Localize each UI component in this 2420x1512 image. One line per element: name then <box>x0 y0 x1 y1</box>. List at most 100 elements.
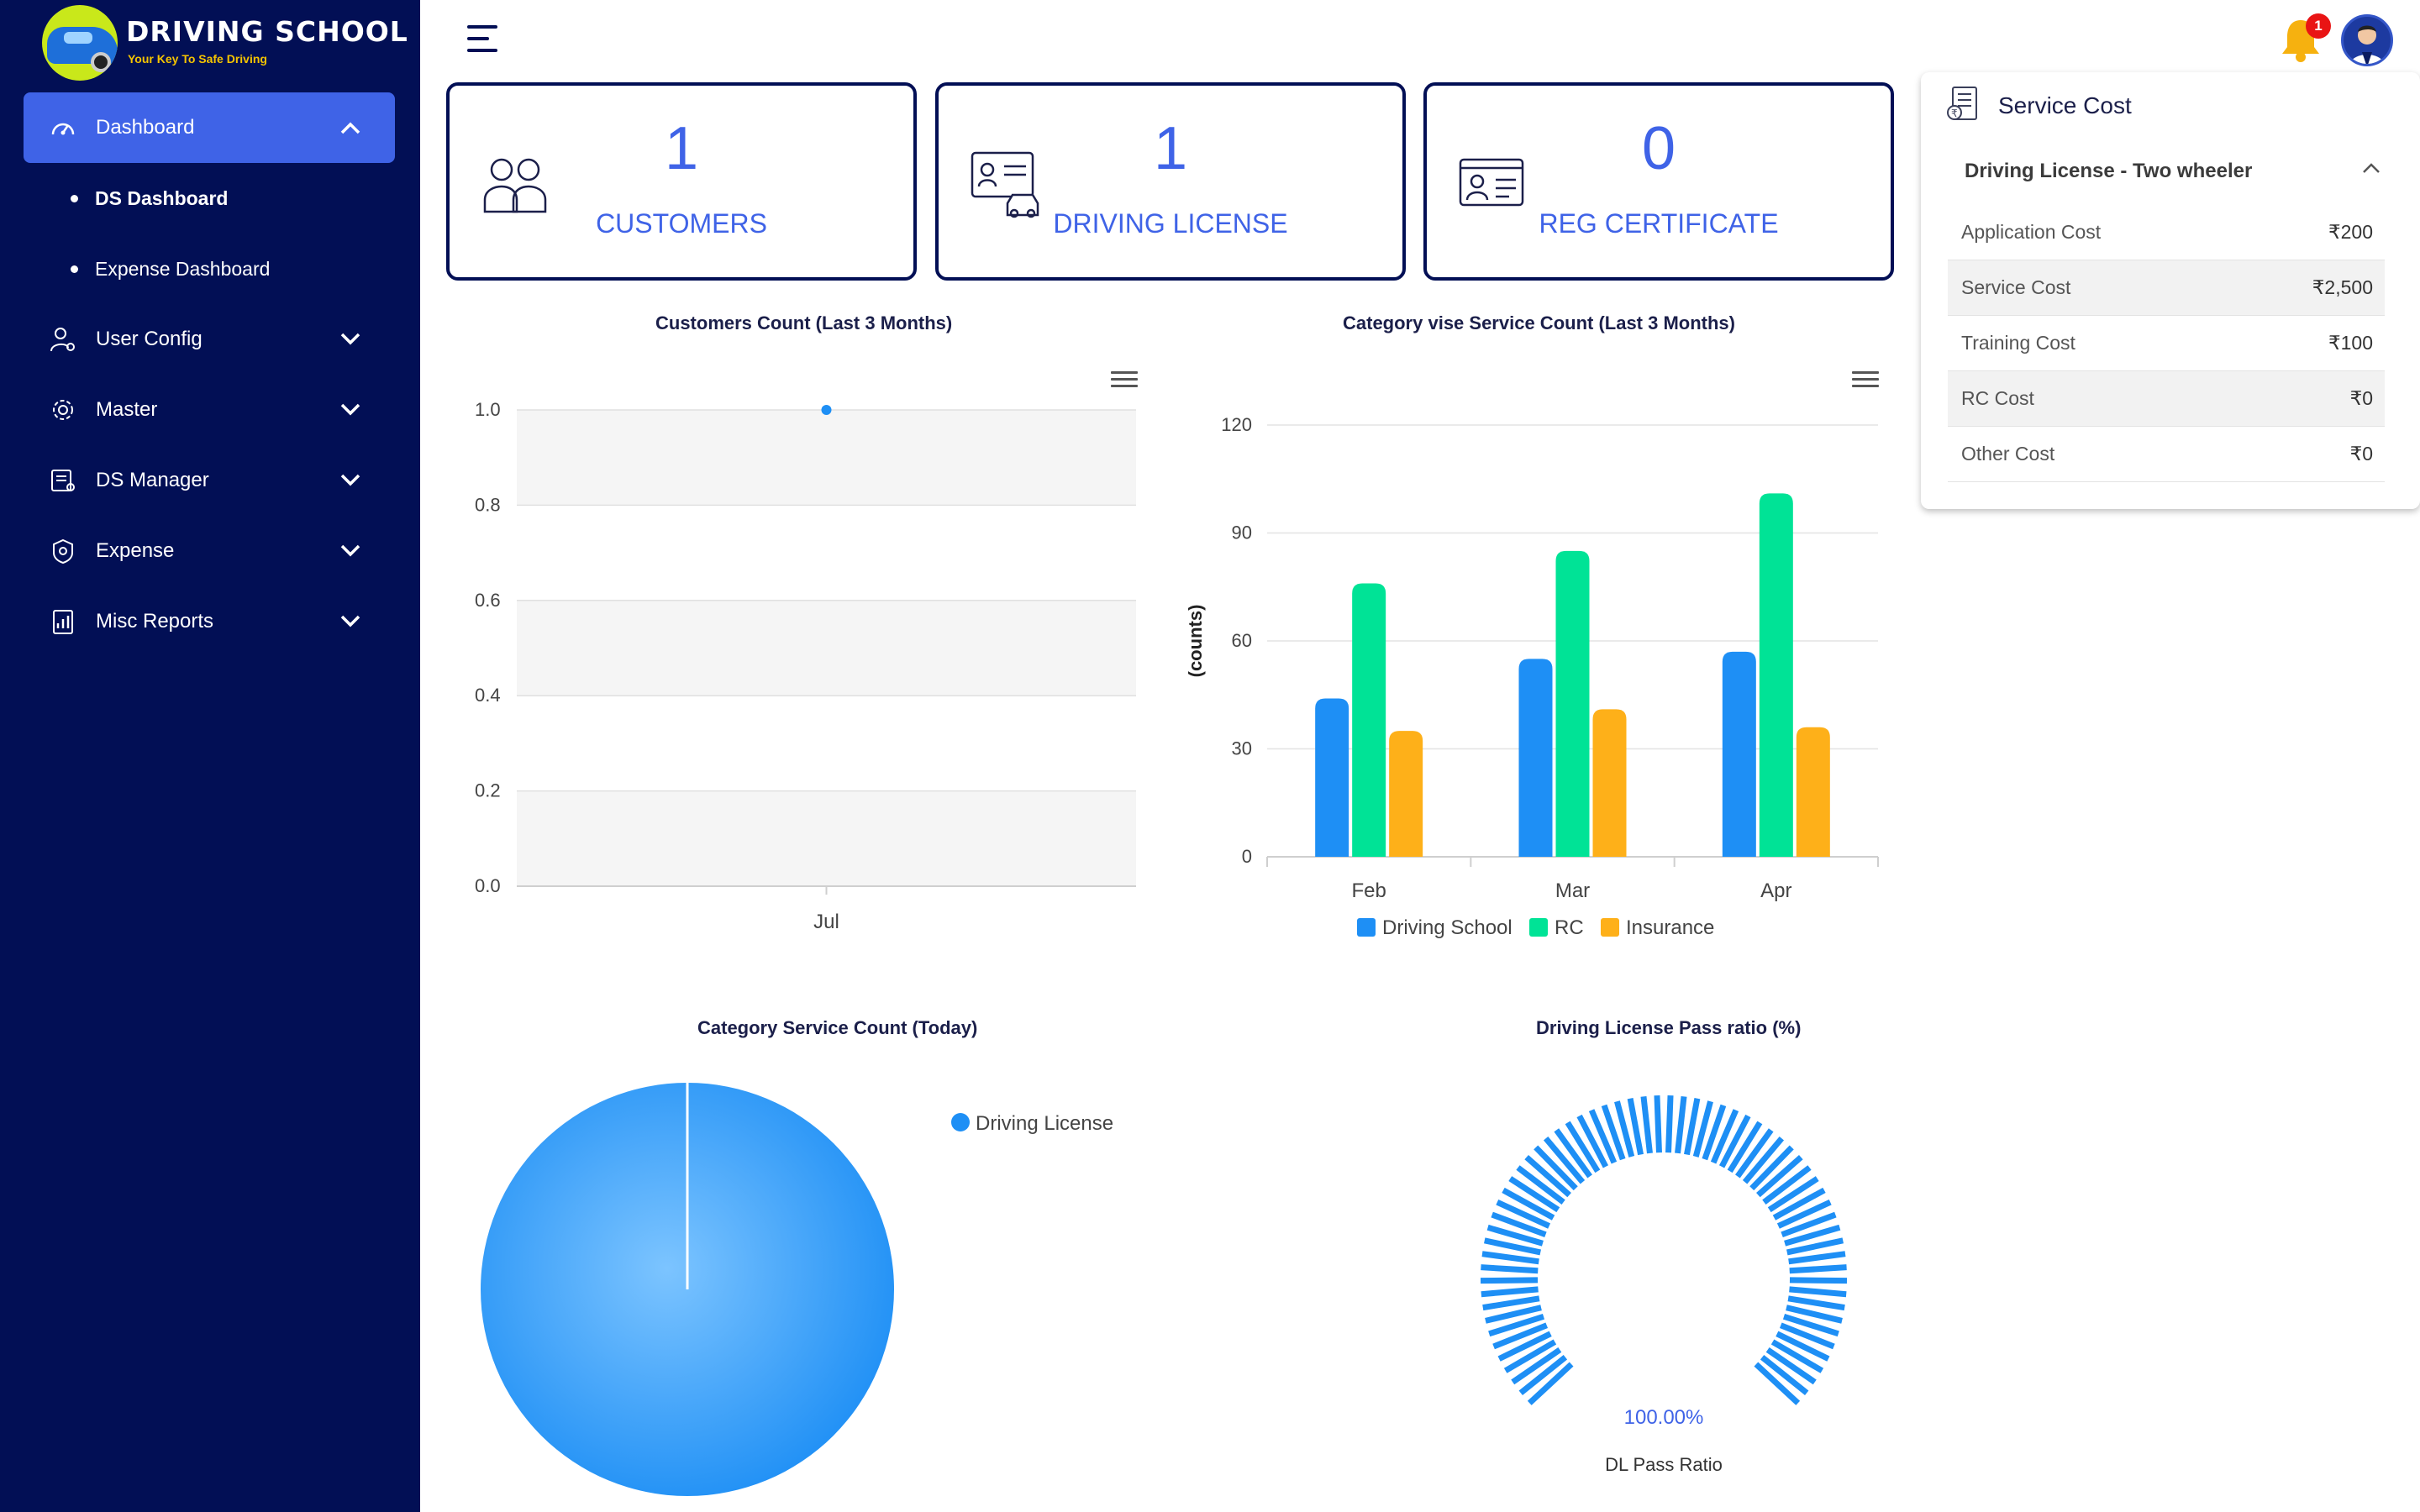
sidebar-item-ds-manager[interactable]: DS Manager <box>24 445 395 516</box>
bar <box>1352 583 1386 857</box>
chevron-up-icon[interactable] <box>2361 161 2381 179</box>
service-category-title[interactable]: Driving License - Two wheeler <box>1965 160 2253 182</box>
cost-value: ₹0 <box>2349 387 2373 409</box>
y-tick-label: 1.0 <box>475 399 501 420</box>
gauge-segment <box>1782 1313 1839 1337</box>
cost-label: Application Cost <box>1961 221 2102 243</box>
gauge-segment <box>1735 1128 1774 1179</box>
bar <box>1796 727 1830 857</box>
bar <box>1759 493 1793 857</box>
gauge-segment <box>1503 1339 1557 1373</box>
grid-band <box>517 790 1136 886</box>
sidebar-item-label: Expense <box>96 539 175 562</box>
gauge-segment <box>1742 1136 1785 1184</box>
y-tick-label: 30 <box>1232 738 1252 759</box>
gauge-segment <box>1614 1100 1635 1158</box>
gauge-segment <box>1516 1165 1565 1205</box>
gauge-segment <box>1756 1154 1803 1198</box>
sidebar-nav: Dashboard DS Dashboard Expense Dashboard… <box>24 92 395 657</box>
cost-row-other: Other Cost ₹0 <box>1948 427 2385 482</box>
stat-card-driving-license[interactable]: 1 DRIVING LICENSE <box>935 82 1406 281</box>
stat-card-reg-certificate[interactable]: 0 REG CERTIFICATE <box>1423 82 1894 281</box>
pass-ratio-gauge: 100.00% DL Pass Ratio <box>1480 1095 1848 1475</box>
service-cost-panel: ₹ Service Cost Driving License - Two whe… <box>1921 72 2420 509</box>
gauge-segment <box>1601 1104 1626 1161</box>
chart-menu-icon[interactable] <box>1852 371 1879 390</box>
gauge-segment <box>1588 1109 1618 1164</box>
sidebar-item-dashboard[interactable]: Dashboard <box>24 92 395 163</box>
gauge-segment <box>1781 1211 1837 1238</box>
legend-marker <box>951 1113 970 1131</box>
cost-row-training: Training Cost ₹100 <box>1948 316 2385 371</box>
certificate-icon <box>1457 148 1529 220</box>
customers-line-chart: 1.0 0.8 0.6 0.4 0.2 0.0 Jul <box>475 399 1136 933</box>
gauge-segment <box>1767 1176 1819 1213</box>
gauge-segment <box>1776 1331 1830 1362</box>
svg-text:₹: ₹ <box>1951 108 1958 119</box>
bullet-icon <box>71 194 78 202</box>
sidebar-subitem-ds-dashboard[interactable]: DS Dashboard <box>24 163 395 234</box>
gauge-segment <box>1702 1104 1727 1161</box>
logo-car-icon <box>42 5 118 81</box>
y-tick-label: 0.4 <box>475 685 501 706</box>
y-axis-label: (counts) <box>1185 605 1206 678</box>
gauge-segment <box>1784 1224 1841 1247</box>
sidebar-subitem-expense-dashboard[interactable]: Expense Dashboard <box>24 234 395 304</box>
stat-label: REG CERTIFICATE <box>1539 208 1779 239</box>
gauge-segment <box>1665 1095 1674 1153</box>
gauge-segment <box>1488 1313 1545 1337</box>
bar <box>1315 698 1349 857</box>
gauge-segment <box>1776 1200 1832 1229</box>
sidebar-item-expense[interactable]: Expense <box>24 516 395 586</box>
brand-title: DRIVING SCHOOL <box>126 15 408 48</box>
cost-label: RC Cost <box>1961 387 2034 409</box>
cost-value: ₹0 <box>2349 443 2373 465</box>
chevron-down-icon <box>339 400 361 423</box>
gauge-segment <box>1779 1322 1835 1350</box>
bar <box>1389 731 1423 857</box>
user-avatar[interactable] <box>2341 14 2393 66</box>
gauge-segment <box>1710 1109 1739 1164</box>
cost-label: Training Cost <box>1961 332 2075 354</box>
gauge-segment <box>1789 1286 1847 1298</box>
stat-value: 0 <box>1641 115 1676 182</box>
sidebar-item-misc-reports[interactable]: Misc Reports <box>24 586 395 657</box>
pie-chart-title: Category Service Count (Today) <box>697 1017 978 1038</box>
gauge-segment <box>1554 1128 1592 1179</box>
cost-row-application: Application Cost ₹200 <box>1948 205 2385 260</box>
gauge-segment <box>1486 1224 1544 1247</box>
legend-swatch <box>1529 918 1548 937</box>
gauge-segment <box>1496 1200 1551 1229</box>
gauge-segment <box>1480 1277 1539 1284</box>
chevron-down-icon <box>339 612 361 635</box>
y-tick-label: 0.2 <box>475 780 501 801</box>
gauge-segment <box>1481 1251 1539 1265</box>
y-tick-label: 0.8 <box>475 494 501 515</box>
cost-label: Service Cost <box>1961 276 2071 298</box>
sidebar-item-master[interactable]: Master <box>24 375 395 445</box>
sidebar-item-label: DS Manager <box>96 469 209 491</box>
stat-value: 1 <box>664 115 699 182</box>
gear-icon <box>49 396 77 424</box>
brand-logo[interactable]: DRIVING SCHOOL Your Key To Safe Driving <box>42 5 408 81</box>
hamburger-menu-icon[interactable] <box>467 25 497 54</box>
stat-label: CUSTOMERS <box>596 208 767 239</box>
y-tick-label: 0.6 <box>475 590 501 611</box>
gauge-segment <box>1484 1237 1541 1256</box>
x-tick-label: Feb <box>1351 879 1386 902</box>
bullet-icon <box>71 265 78 273</box>
gauge-segment <box>1511 1347 1562 1385</box>
sidebar-item-user-config[interactable]: User Config <box>24 304 395 375</box>
badge-icon <box>49 537 77 565</box>
service-chart-title: Category vise Service Count (Last 3 Mont… <box>1343 312 1735 333</box>
bar <box>1555 550 1590 857</box>
cost-label: Other Cost <box>1961 443 2055 465</box>
customers-icon <box>480 148 552 220</box>
legend-label: Insurance <box>1626 916 1714 939</box>
chevron-up-icon <box>339 118 361 141</box>
report-icon <box>49 607 77 636</box>
chart-menu-icon[interactable] <box>1111 371 1138 390</box>
gauge-segment <box>1543 1136 1586 1184</box>
gauge-segment <box>1772 1187 1826 1221</box>
stat-card-customers[interactable]: 1 CUSTOMERS <box>446 82 917 281</box>
